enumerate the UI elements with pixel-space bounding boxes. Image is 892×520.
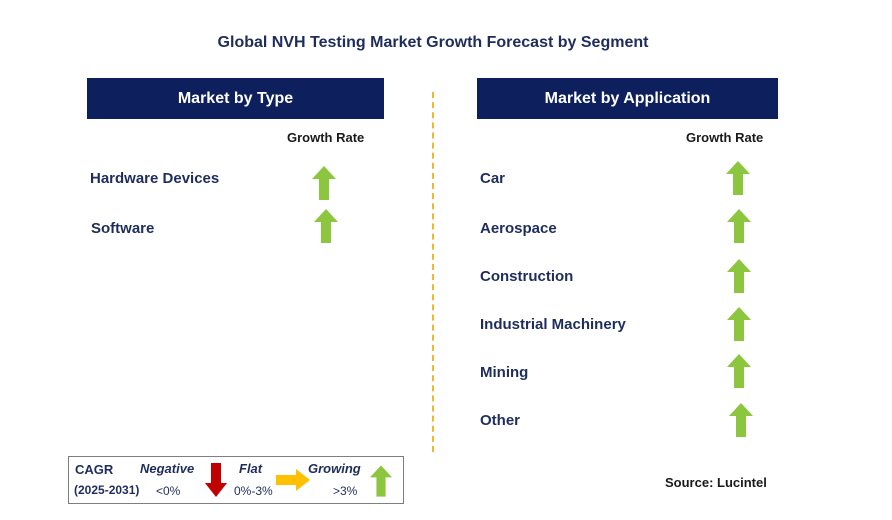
- legend-flat-label: Flat: [239, 461, 263, 476]
- application-segment-label: Industrial Machinery: [480, 316, 626, 333]
- source-note: Source: Lucintel: [665, 475, 767, 490]
- application-growth-up-arrow-icon: [726, 161, 750, 195]
- type-segment-label: Hardware Devices: [90, 170, 220, 187]
- type-segment-label: Software: [91, 220, 155, 237]
- type-panel-header: Market by Type: [87, 78, 384, 119]
- chart-title: Global NVH Testing Market Growth Forecas…: [217, 34, 649, 51]
- application-segment-label: Aerospace: [480, 220, 557, 237]
- application-growth-up-arrow-icon: [727, 259, 751, 293]
- panel-divider: [432, 92, 434, 452]
- type-growth-up-arrow-icon: [312, 166, 336, 200]
- application-growth-up-arrow-icon: [727, 307, 751, 341]
- cagr-legend: [68, 456, 404, 504]
- legend-negative-label: Negative: [140, 461, 195, 476]
- legend-period: (2025-2031): [74, 483, 140, 497]
- application-panel-header: Market by Application: [477, 78, 778, 119]
- application-growth-up-arrow-icon: [729, 403, 753, 437]
- application-growth-up-arrow-icon: [727, 354, 751, 388]
- legend-flat-range: 0%-3%: [234, 484, 273, 498]
- application-segment-label: Other: [480, 412, 521, 429]
- legend-growing-up-arrow-icon: [370, 465, 392, 497]
- application-segment-label: Construction: [480, 268, 574, 285]
- type-growth-rate-label: Growth Rate: [287, 130, 365, 145]
- legend-flat-right-arrow-icon: [276, 469, 310, 491]
- legend-negative-down-arrow-icon: [205, 463, 227, 497]
- type-growth-up-arrow-icon: [314, 209, 338, 243]
- application-segment-label: Mining: [480, 364, 529, 381]
- legend-growing-label: Growing: [308, 461, 361, 476]
- legend-negative-range: <0%: [156, 484, 181, 498]
- application-segment-label: Car: [480, 170, 506, 187]
- legend-growing-range: >3%: [333, 484, 358, 498]
- legend-cagr-label: CAGR: [75, 462, 114, 477]
- application-growth-up-arrow-icon: [727, 209, 751, 243]
- application-growth-rate-label: Growth Rate: [686, 130, 764, 145]
